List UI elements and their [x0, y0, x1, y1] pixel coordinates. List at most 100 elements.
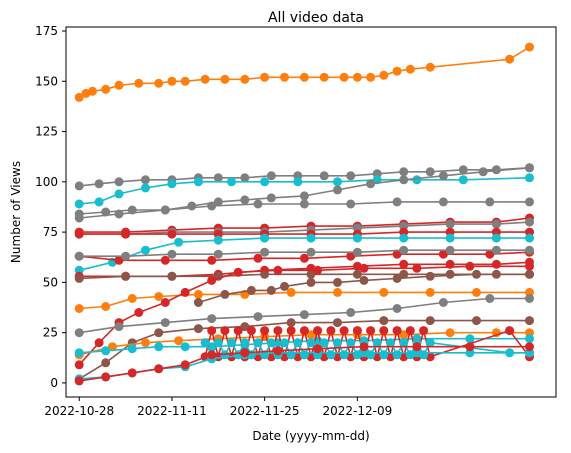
data-point [392, 249, 402, 259]
data-point [445, 269, 455, 279]
series-2 [74, 173, 534, 209]
y-tick-label: 125 [35, 125, 58, 139]
data-point [306, 330, 316, 340]
data-point [207, 201, 217, 211]
data-point [160, 298, 170, 307]
data-point [260, 247, 270, 257]
data-point [346, 251, 356, 261]
x-tick-label: 2022-11-11 [137, 404, 207, 418]
data-point [372, 338, 382, 348]
series-line [78, 319, 530, 380]
data-point [306, 233, 316, 243]
data-point [266, 193, 276, 203]
data-point [240, 173, 250, 183]
data-point [220, 326, 230, 336]
data-point [101, 358, 111, 368]
data-point [193, 177, 203, 187]
plot-area [74, 42, 534, 386]
data-point [233, 267, 243, 277]
data-point [472, 287, 481, 297]
x-tick-label: 2022-10-28 [44, 404, 114, 418]
data-point [465, 261, 475, 271]
data-point [491, 233, 501, 243]
data-point [127, 344, 137, 354]
data-point [174, 237, 184, 247]
data-point [273, 326, 283, 336]
data-point [213, 173, 223, 183]
data-point [74, 304, 84, 313]
data-point [525, 173, 534, 183]
data-point [260, 177, 270, 187]
data-point [438, 298, 448, 307]
y-tick-label: 150 [35, 74, 58, 88]
data-point [405, 326, 415, 336]
data-point [306, 277, 316, 287]
data-point [207, 326, 217, 336]
data-point [134, 78, 144, 88]
series-6 [74, 217, 534, 239]
data-point [333, 277, 342, 287]
data-point [160, 205, 170, 215]
data-point [141, 245, 150, 255]
series-line [79, 237, 530, 272]
data-point [114, 322, 124, 332]
data-point [280, 281, 289, 291]
data-point [273, 346, 283, 356]
data-point [485, 197, 495, 207]
data-point [220, 289, 230, 299]
data-point [227, 177, 236, 187]
data-point [405, 64, 415, 74]
data-point [419, 326, 429, 336]
data-point [74, 199, 84, 209]
data-point [180, 342, 190, 352]
data-point [101, 84, 111, 94]
data-point [121, 251, 131, 261]
data-point [299, 72, 309, 82]
data-point [465, 342, 475, 352]
data-point [260, 350, 270, 360]
data-point [74, 273, 84, 283]
data-point [286, 287, 296, 297]
data-point [114, 80, 124, 90]
data-point [293, 338, 303, 348]
data-point [266, 338, 276, 348]
series-10 [74, 245, 534, 261]
data-point [525, 163, 534, 173]
data-point [525, 316, 534, 326]
data-point [352, 269, 362, 279]
data-point [313, 265, 323, 275]
data-point [299, 191, 309, 201]
data-point [359, 263, 369, 273]
data-point [346, 199, 356, 209]
data-point [299, 326, 309, 336]
data-point [525, 334, 534, 344]
data-point [379, 70, 389, 80]
data-point [352, 326, 362, 336]
data-point [392, 66, 402, 76]
series-0 [74, 42, 534, 102]
data-point [114, 189, 124, 199]
data-point [438, 171, 448, 181]
data-point [379, 316, 389, 326]
data-point [193, 289, 203, 299]
data-point [472, 269, 481, 279]
x-axis: 2022-10-28 2022-11-11 2022-11-25 2022-12-09 [44, 397, 392, 418]
data-point [299, 350, 309, 360]
data-point [392, 350, 402, 360]
series-8 [74, 233, 534, 275]
data-point [399, 233, 409, 243]
data-point [266, 171, 276, 181]
data-point [306, 269, 316, 279]
data-point [280, 338, 289, 348]
y-tick-label: 0 [50, 376, 58, 390]
data-point [399, 269, 409, 279]
data-point [74, 251, 84, 261]
data-point [174, 336, 184, 346]
data-point [180, 287, 190, 297]
data-point [412, 263, 422, 273]
data-point [491, 245, 501, 255]
data-point [266, 285, 276, 295]
data-point [445, 328, 455, 338]
data-point [313, 344, 323, 354]
